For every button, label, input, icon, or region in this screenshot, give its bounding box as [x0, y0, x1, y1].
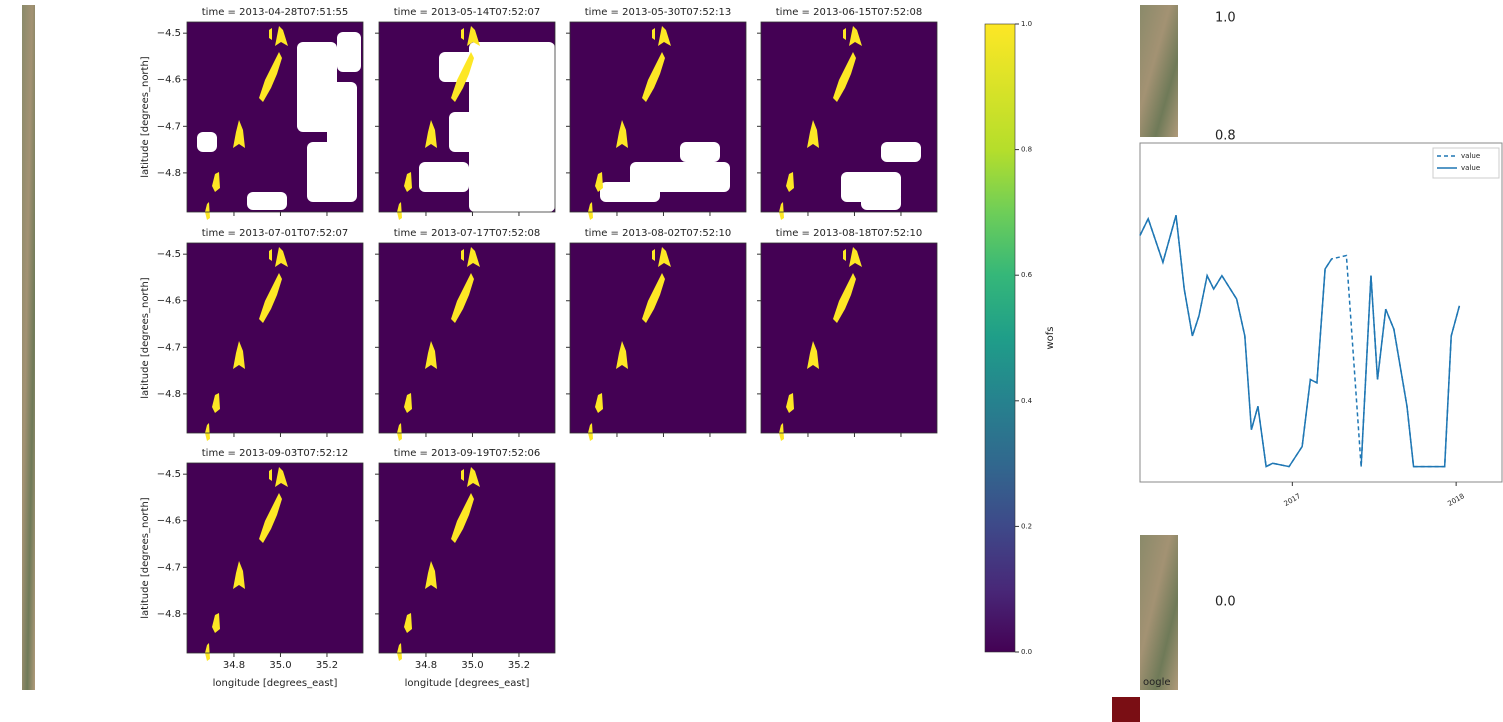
facet-panel: time = 2013-05-30T07:52:13	[566, 7, 747, 220]
red-block	[1112, 697, 1140, 722]
panel-title: time = 2013-09-03T07:52:12	[202, 448, 348, 459]
cloud-mask	[489, 182, 549, 210]
legend-label: value	[1461, 164, 1480, 172]
legend-box	[1432, 147, 1500, 179]
facet-panel: time = 2013-06-15T07:52:08	[757, 7, 938, 220]
panel-frame	[569, 242, 747, 434]
facet-panel: time = 2013-09-03T07:52:12 34.8 35.0 35.2 −4…	[140, 448, 364, 689]
x-axis-label: longitude [degrees_east]	[405, 678, 530, 689]
facet-panel: time = 2013-07-17T07:52:08	[375, 228, 556, 441]
satellite-strip	[22, 5, 35, 690]
y-tick-label: −4.6	[157, 75, 181, 86]
panel-title: time = 2013-08-02T07:52:10	[585, 228, 731, 239]
legend: value value	[1432, 147, 1500, 179]
cloud-mask	[337, 32, 361, 72]
panel-title: time = 2013-04-28T07:51:55	[202, 7, 348, 18]
watermark: oogle	[1143, 677, 1171, 688]
colorbar-tick-label: 0.8	[1021, 146, 1032, 154]
x-tick-label: 2018	[1446, 492, 1465, 508]
line-chart-frame	[1139, 142, 1503, 483]
panel-title: time = 2013-07-17T07:52:08	[394, 228, 540, 239]
y-tick-label: −4.7	[157, 342, 181, 353]
facet-panel: time = 2013-09-19T07:52:06 34.8 35.0 35.2 lo…	[375, 448, 556, 689]
y-tick-label: −4.8	[157, 609, 181, 620]
y-tick-label: −4.5	[157, 28, 181, 39]
facet-panel: time = 2013-08-18T07:52:10	[757, 228, 938, 441]
panel-title: time = 2013-06-15T07:52:08	[776, 7, 922, 18]
y-tick-label: −4.5	[157, 469, 181, 480]
panel-frame	[378, 462, 556, 654]
cloud-mask	[469, 42, 555, 212]
facet-panel: time = 2013-07-01T07:52:07 −4.5 −4.6 −4.7 −4…	[140, 228, 364, 441]
legend-label: value	[1461, 152, 1480, 160]
x-tick-label: 35.2	[316, 660, 338, 671]
satellite-strip	[1140, 5, 1178, 137]
cloud-mask	[419, 162, 469, 192]
panel-frame	[186, 242, 364, 434]
x-tick-label: 34.8	[223, 660, 245, 671]
cloud-mask	[449, 112, 479, 152]
x-tick-label: 35.0	[461, 660, 483, 671]
panel-title: time = 2013-07-01T07:52:07	[202, 228, 348, 239]
cloud-mask	[307, 142, 337, 202]
facet-panel: time = 2013-05-14T07:52:07	[375, 7, 556, 220]
x-tick-label: 2017	[1283, 492, 1302, 508]
x-tick-label: 35.0	[269, 660, 291, 671]
facet-panel: time = 2013-08-02T07:52:10	[566, 228, 747, 441]
y-axis-label: latitude [degrees_north]	[140, 497, 151, 619]
panel-frame	[760, 21, 938, 213]
panel-title: time = 2013-09-19T07:52:06	[394, 448, 540, 459]
x-tick-label: 35.2	[508, 660, 530, 671]
bg-tick-label: 1.0	[1215, 11, 1236, 26]
y-tick-label: −4.7	[157, 121, 181, 132]
y-axis-label: latitude [degrees_north]	[140, 56, 151, 178]
y-tick-label: −4.7	[157, 562, 181, 573]
colorbar-tick-label: 0.4	[1021, 397, 1033, 405]
cloud-mask	[197, 132, 217, 152]
panel-frame	[760, 242, 938, 434]
bg-tick-label: 0.0	[1215, 595, 1236, 610]
colorbar-tick-label: 0.6	[1021, 271, 1033, 279]
colorbar-tick-label: 0.0	[1021, 648, 1032, 656]
colorbar-tick-label: 1.0	[1021, 20, 1032, 28]
colorbar-tick-label: 0.2	[1021, 522, 1032, 530]
panel-title: time = 2013-05-30T07:52:13	[585, 7, 731, 18]
panel-frame	[569, 21, 747, 213]
colorbar-label: wofs	[1045, 326, 1056, 349]
satellite-strip	[1140, 535, 1178, 690]
y-tick-label: −4.8	[157, 168, 181, 179]
y-tick-label: −4.6	[157, 516, 181, 527]
panel-title: time = 2013-05-14T07:52:07	[394, 7, 540, 18]
facet-panel: time = 2013-04-28T07:51:55 −4.5 −4.6 −4.7 −4…	[140, 7, 364, 220]
panel-title: time = 2013-08-18T07:52:10	[776, 228, 922, 239]
cloud-mask	[600, 182, 660, 202]
cloud-mask	[247, 192, 287, 210]
y-axis-label: latitude [degrees_north]	[140, 277, 151, 399]
colorbar	[984, 23, 1016, 653]
cloud-mask	[861, 192, 901, 210]
cloud-mask	[680, 142, 720, 162]
y-tick-label: −4.6	[157, 296, 181, 307]
bg-tick-label: 0.8	[1215, 129, 1236, 144]
panel-frame	[378, 21, 556, 213]
panel-frame	[186, 21, 364, 213]
x-axis-label: longitude [degrees_east]	[213, 678, 338, 689]
x-tick-label: 34.8	[415, 660, 437, 671]
series-line	[1139, 215, 1461, 468]
y-tick-label: −4.5	[157, 249, 181, 260]
panel-frame	[186, 462, 364, 654]
y-tick-label: −4.8	[157, 389, 181, 400]
cloud-mask	[881, 142, 921, 162]
panel-frame	[378, 242, 556, 434]
